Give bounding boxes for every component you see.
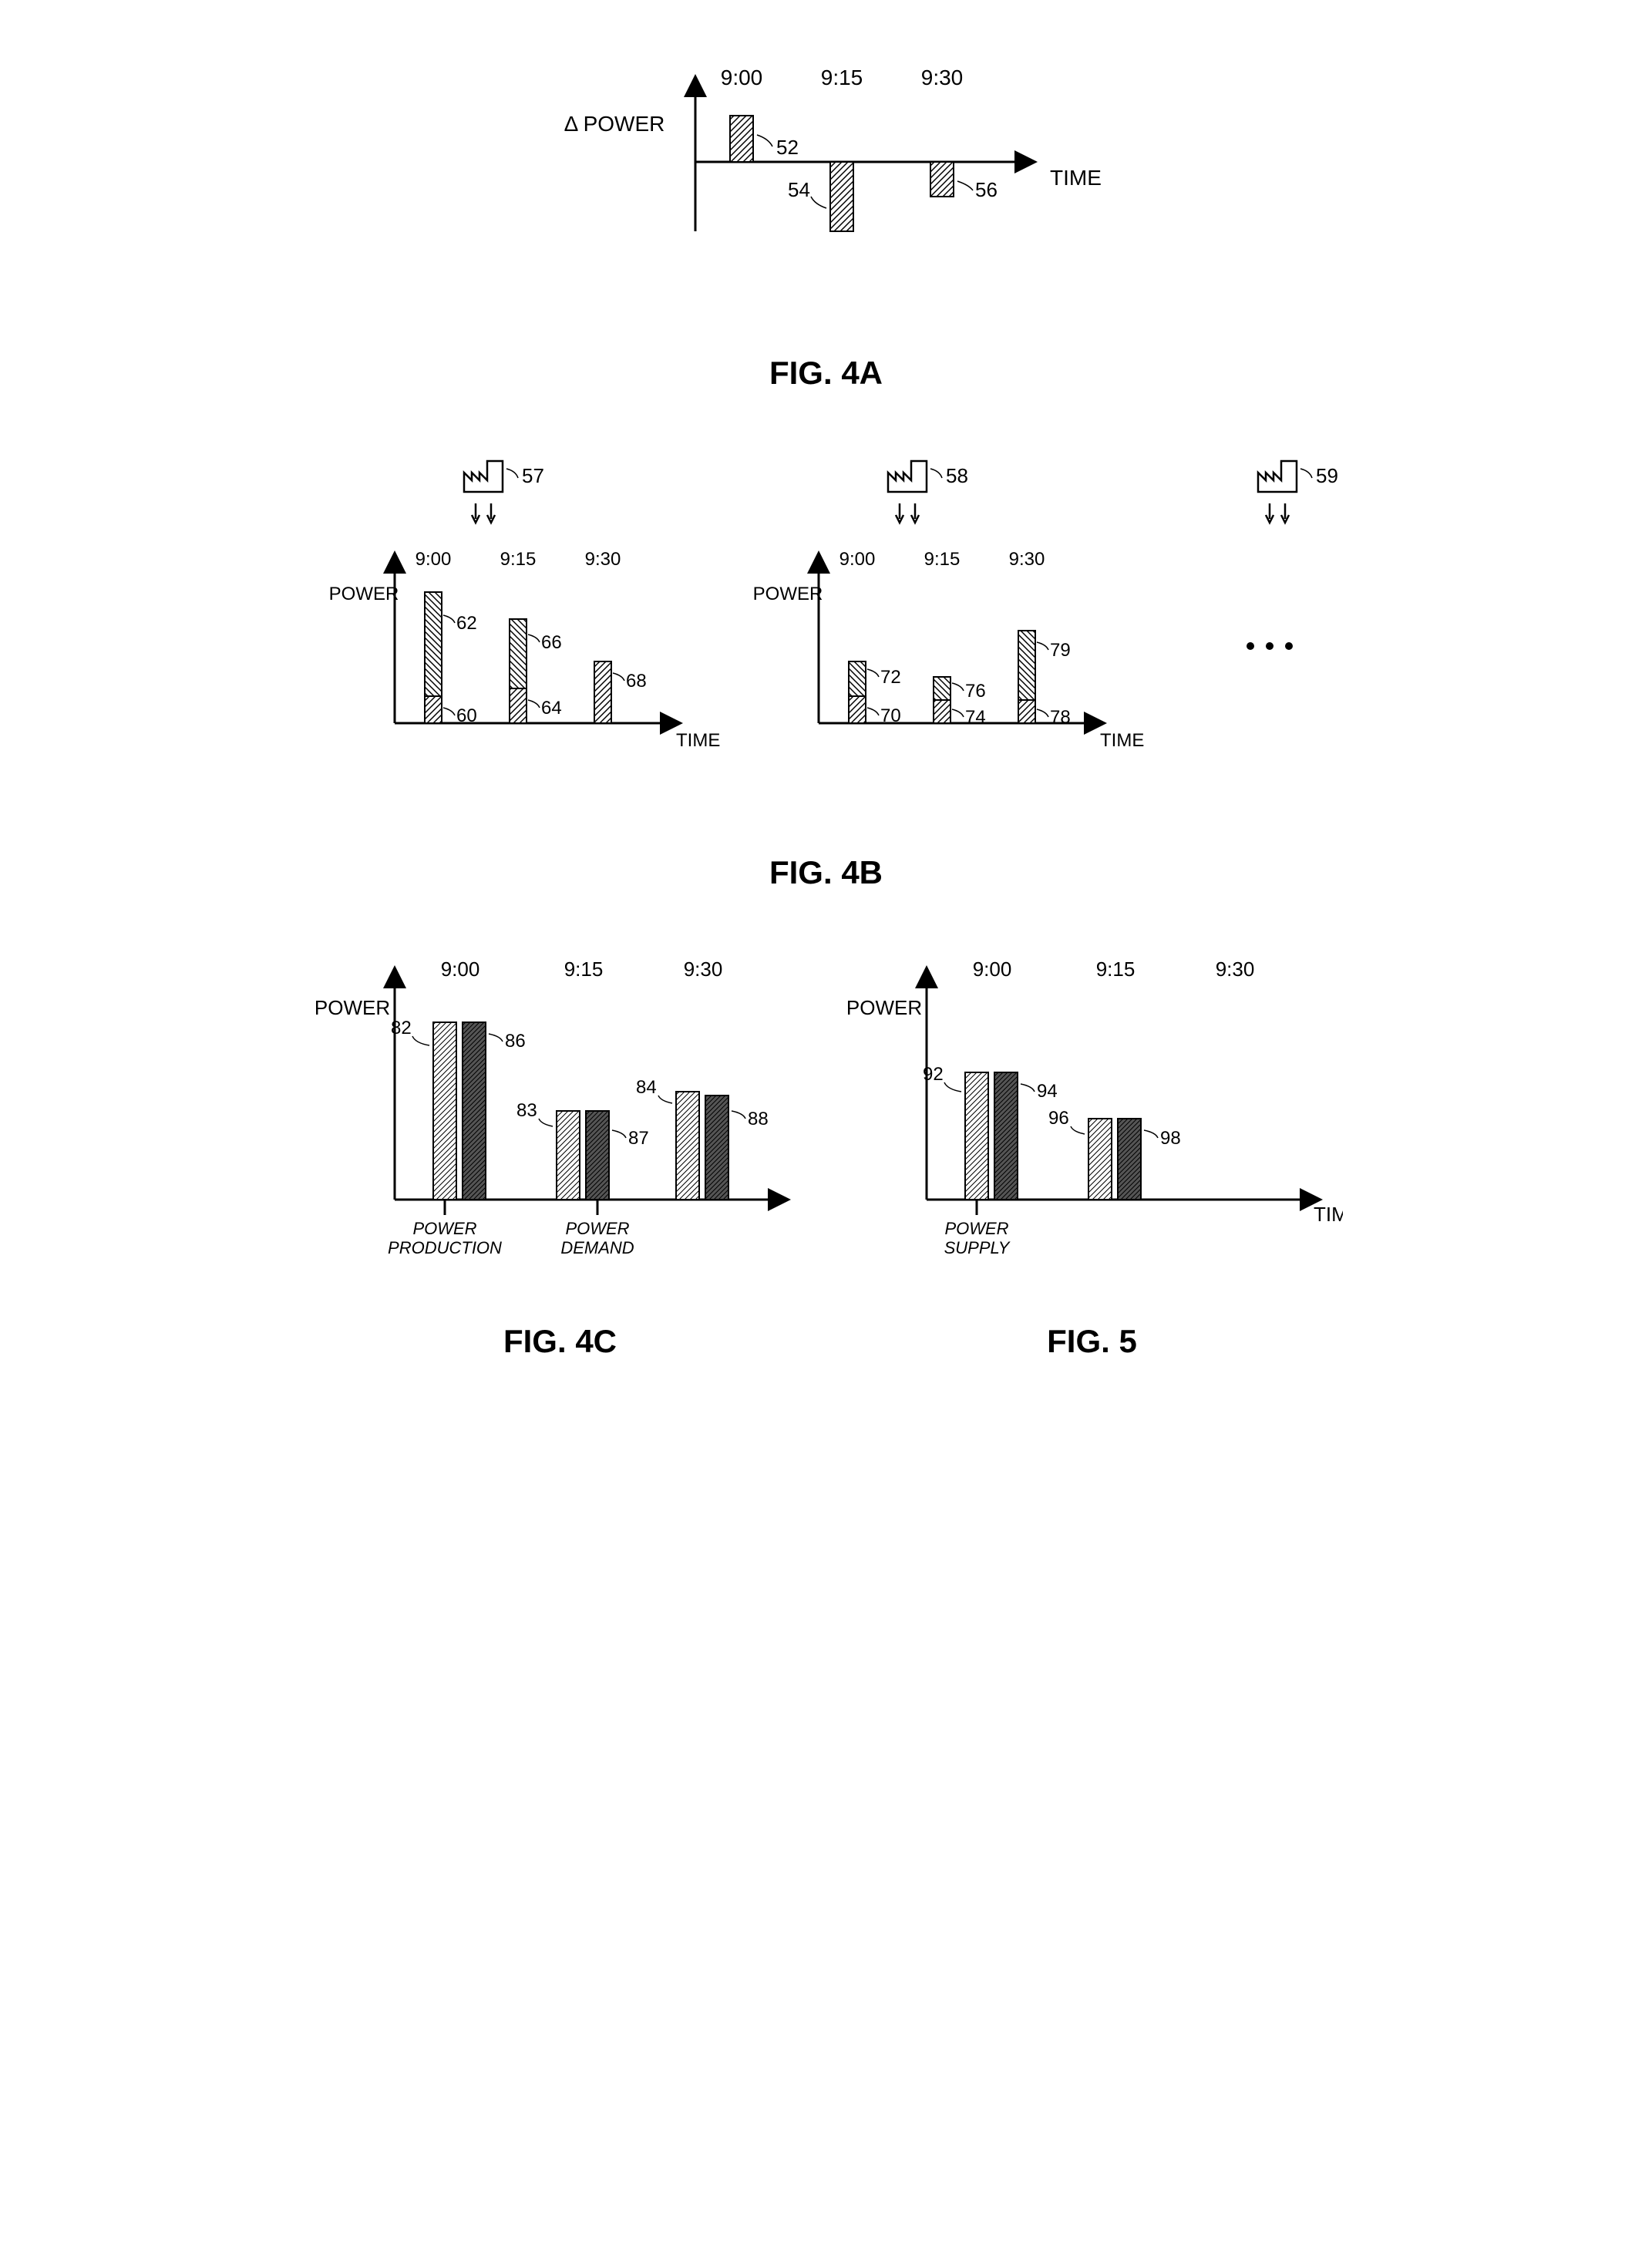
fig4b-title: FIG. 4B	[31, 854, 1621, 891]
svg-text:88: 88	[748, 1109, 769, 1129]
fig4c-chart: POWER 9:00 9:15 9:30 82 86 83 87 84 8	[310, 937, 811, 1308]
svg-text:60: 60	[456, 705, 477, 726]
svg-text:87: 87	[628, 1128, 649, 1149]
svg-text:64: 64	[541, 698, 562, 719]
svg-text:70: 70	[880, 705, 901, 726]
svg-text:9:00: 9:00	[440, 958, 479, 981]
svg-text:9:00: 9:00	[972, 958, 1011, 981]
svg-text:78: 78	[1050, 707, 1071, 728]
svg-text:9:30: 9:30	[1215, 958, 1254, 981]
svg-text:POWER: POWER	[314, 996, 389, 1019]
svg-text:66: 66	[541, 632, 562, 653]
svg-text:TIME: TIME	[1100, 730, 1144, 751]
svg-text:DEMAND: DEMAND	[560, 1238, 634, 1257]
fig4b-c1-xlabel: TIME	[676, 730, 720, 751]
svg-text:POWER: POWER	[565, 1219, 629, 1238]
fig4a-ref-52: 52	[776, 136, 799, 159]
svg-text:83: 83	[516, 1100, 537, 1121]
svg-text:76: 76	[965, 681, 986, 702]
svg-text:86: 86	[505, 1031, 526, 1052]
fig4a-chart: Δ POWER TIME 9:00 9:15 9:30 52 54 56	[479, 31, 1173, 339]
svg-text:PRODUCTION: PRODUCTION	[388, 1238, 502, 1257]
fig4a-bar-2	[930, 162, 954, 197]
fig4a-ylabel: Δ POWER	[564, 112, 665, 136]
factory-57-ref: 57	[522, 464, 544, 487]
factory-59: 59	[1258, 461, 1338, 523]
svg-text:SUPPLY: SUPPLY	[944, 1238, 1010, 1257]
svg-text:96: 96	[1048, 1108, 1069, 1129]
svg-text:9:00: 9:00	[839, 549, 875, 570]
svg-text:9:30: 9:30	[1008, 549, 1045, 570]
fig4a-bar-0	[730, 116, 753, 162]
fig5-chart: POWER TIME 9:00 9:15 9:30 92 94 96 98 PO…	[842, 937, 1343, 1308]
svg-text:68: 68	[626, 671, 647, 692]
svg-text:POWER: POWER	[412, 1219, 476, 1238]
svg-text:92: 92	[923, 1064, 944, 1085]
svg-text:74: 74	[965, 707, 986, 728]
factory-59-ref: 59	[1316, 464, 1338, 487]
svg-text:9:15: 9:15	[1095, 958, 1135, 981]
svg-text:82: 82	[391, 1018, 412, 1038]
factory-58: 58	[888, 461, 968, 523]
fig4a-time-0: 9:00	[720, 66, 762, 89]
svg-text:94: 94	[1037, 1081, 1058, 1102]
svg-text:POWER: POWER	[752, 584, 823, 604]
fig5-title: FIG. 5	[842, 1323, 1343, 1360]
fig4c-title: FIG. 4C	[310, 1323, 811, 1360]
svg-text:9:15: 9:15	[924, 549, 960, 570]
svg-text:9:15: 9:15	[500, 549, 536, 570]
svg-text:POWER: POWER	[846, 996, 921, 1019]
factory-58-ref: 58	[946, 464, 968, 487]
svg-text:TIME: TIME	[1314, 1203, 1343, 1226]
fig4a-time-2: 9:30	[920, 66, 963, 89]
svg-text:POWER: POWER	[944, 1219, 1008, 1238]
fig4a-bar-1	[830, 162, 853, 231]
svg-text:79: 79	[1050, 640, 1071, 661]
fig4a-ref-54: 54	[788, 178, 810, 201]
factory-57: 57	[464, 461, 544, 523]
fig4a-title: FIG. 4A	[31, 355, 1621, 392]
fig4b-chart: 57 POWER TIME 9:00 9:15 9:30 62 60 66 64…	[287, 438, 1366, 839]
fig4a-ref-56: 56	[975, 178, 998, 201]
svg-text:62: 62	[456, 613, 477, 634]
svg-text:72: 72	[880, 667, 901, 688]
ellipsis-icon	[1247, 642, 1293, 650]
svg-text:98: 98	[1160, 1128, 1181, 1149]
svg-text:84: 84	[636, 1077, 657, 1098]
fig4a-xlabel: TIME	[1050, 166, 1102, 190]
fig4b-c1-ylabel: POWER	[328, 584, 399, 604]
svg-text:9:15: 9:15	[564, 958, 603, 981]
fig4a-time-1: 9:15	[820, 66, 863, 89]
svg-text:9:00: 9:00	[415, 549, 451, 570]
svg-text:9:30: 9:30	[584, 549, 621, 570]
svg-text:9:30: 9:30	[683, 958, 722, 981]
